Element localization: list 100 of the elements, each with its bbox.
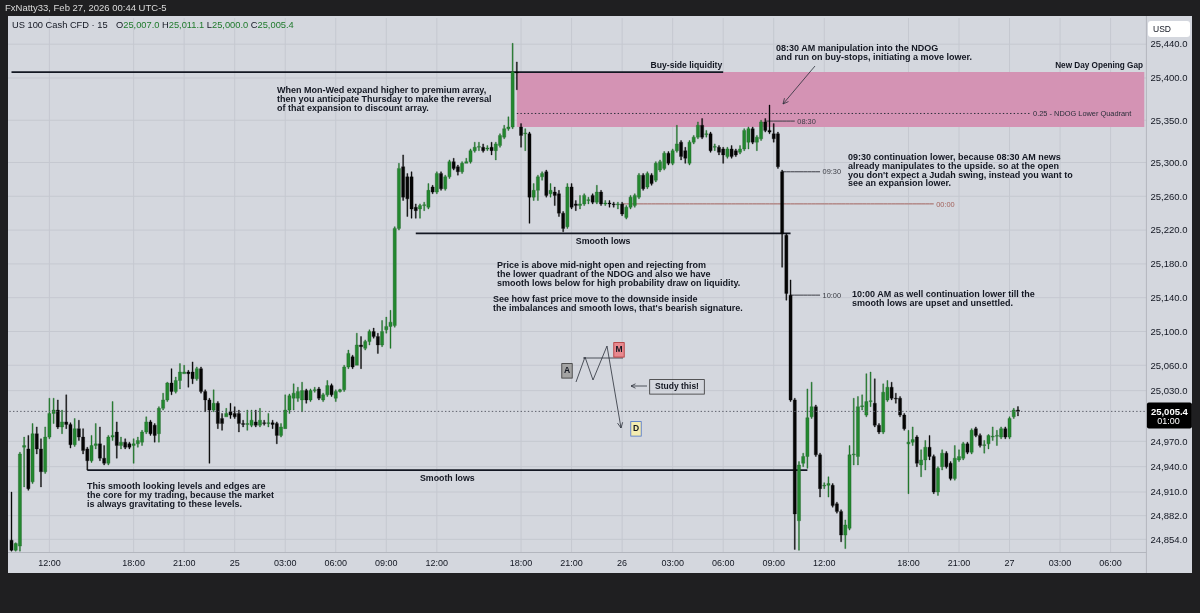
candlestick	[317, 387, 321, 401]
candlestick	[603, 200, 608, 206]
candlestick	[190, 361, 195, 385]
candlestick	[582, 193, 586, 206]
candlestick	[489, 142, 494, 156]
x-tick-label: 25	[229, 557, 240, 568]
candlestick	[211, 389, 216, 412]
candlestick	[548, 183, 553, 198]
y-tick-label: 25,400.0	[1150, 72, 1188, 84]
candlestick	[329, 383, 334, 397]
candlestick	[439, 171, 443, 191]
ref-line-label: 25,005.4	[1150, 405, 1189, 417]
candlestick	[969, 428, 974, 455]
y-tick-label: 25,060.0	[1150, 359, 1188, 371]
annotation: Study this!	[655, 381, 700, 391]
candlestick	[544, 169, 549, 198]
y-tick-label: 24,910.0	[1150, 486, 1188, 498]
candlestick	[224, 408, 229, 417]
candlestick	[1003, 426, 1008, 439]
text: 01:00	[1157, 416, 1180, 426]
candlestick	[435, 171, 439, 194]
x-tick-label: 03:00	[661, 557, 684, 568]
candlestick	[569, 183, 574, 210]
x-tick-label: 21:00	[560, 557, 583, 568]
candlestick	[56, 399, 60, 429]
candlestick	[611, 202, 616, 208]
candlestick	[523, 128, 527, 151]
series-label: Smooth lows	[575, 236, 631, 247]
chart-subtitle: O25,007.0 H25,011.1 L25,000.0 C25,005.4	[116, 20, 294, 30]
x-tick-label: 27	[1004, 557, 1015, 568]
x-tick-label: 26	[617, 557, 628, 568]
y-tick-label: 25,350.0	[1150, 114, 1188, 126]
candlestick	[262, 420, 266, 426]
x-tick-label: 09:00	[762, 557, 785, 568]
candlestick	[258, 408, 262, 428]
candlestick	[334, 389, 338, 402]
candlestick	[654, 161, 658, 183]
candlestick	[599, 190, 603, 206]
candlestick	[519, 123, 523, 148]
series-label: Smooth lows	[419, 473, 475, 484]
candlestick	[906, 430, 911, 494]
candlestick	[245, 409, 250, 431]
candlestick	[426, 183, 431, 210]
x-tick-label: 03:00	[273, 557, 297, 568]
annotation: When Mon-Wed expand higher to premium array, then you anticipate Thursday to make the reversal of that expansion to discount array.	[277, 85, 492, 114]
candlestick	[856, 396, 860, 466]
y-tick-label: 25,100.0	[1150, 325, 1188, 337]
chart-title: US 100 Cash CFD · 15	[12, 20, 108, 30]
candlestick	[308, 388, 313, 402]
candlestick	[409, 171, 414, 219]
y-tick-label: 25,140.0	[1150, 291, 1188, 303]
candlestick	[700, 118, 704, 140]
candlestick	[477, 142, 481, 151]
x-tick-label: 21:00	[172, 557, 196, 568]
candlestick	[708, 131, 713, 153]
candlestick	[481, 143, 485, 153]
x-tick-label: 06:00	[1099, 557, 1122, 568]
candlestick	[889, 381, 894, 401]
candlestick	[666, 151, 671, 166]
candlestick	[729, 145, 734, 159]
candlestick	[649, 173, 654, 186]
candlestick	[195, 366, 199, 381]
candlestick	[607, 200, 612, 208]
x-tick-label: 06:00	[324, 557, 348, 568]
candlestick	[742, 128, 746, 151]
candlestick	[249, 409, 254, 428]
candlestick	[953, 445, 957, 481]
candlestick	[304, 388, 309, 404]
candlestick	[641, 173, 645, 191]
candlestick	[115, 421, 119, 459]
candlestick	[527, 131, 532, 224]
candlestick	[586, 196, 591, 205]
x-tick-label: 21:00	[947, 557, 971, 568]
annotation: See how fast price move to the downside inside the imbalances and smooth lows, that's bearish signature.	[493, 294, 743, 313]
candlestick	[418, 203, 422, 219]
candlestick	[595, 185, 599, 205]
candlestick	[72, 418, 77, 447]
candlestick	[152, 423, 157, 443]
candlestick	[228, 403, 233, 419]
candlestick	[725, 147, 730, 159]
candlestick	[119, 436, 123, 450]
annotation: 08:30 AM manipulation into the NDOG and run on buy-stops, initiating a move lower.	[776, 43, 973, 62]
candlestick	[359, 336, 363, 369]
candlestick	[750, 126, 755, 145]
candlestick	[590, 193, 595, 205]
candlestick	[300, 381, 304, 412]
annotation: D	[632, 423, 640, 433]
candlestick	[565, 183, 570, 229]
x-tick-label: 18:00	[509, 557, 533, 568]
x-tick-label: 06:00	[711, 557, 735, 568]
candlestick	[131, 438, 136, 464]
candlestick	[169, 368, 174, 396]
annotation: 09:30 continuation lower, because 08:30 AM news already manipulates to the upside. so at the open you don't expect a Judah swing, instead you want to see an expansion lower.	[848, 152, 1074, 189]
candlestick	[60, 409, 64, 434]
x-tick-label: 18:00	[122, 557, 145, 568]
candlestick	[915, 435, 919, 467]
candlestick	[26, 435, 31, 491]
x-tick-label: 03:00	[1048, 557, 1072, 568]
candlestick	[355, 332, 359, 366]
candlestick	[645, 171, 650, 189]
